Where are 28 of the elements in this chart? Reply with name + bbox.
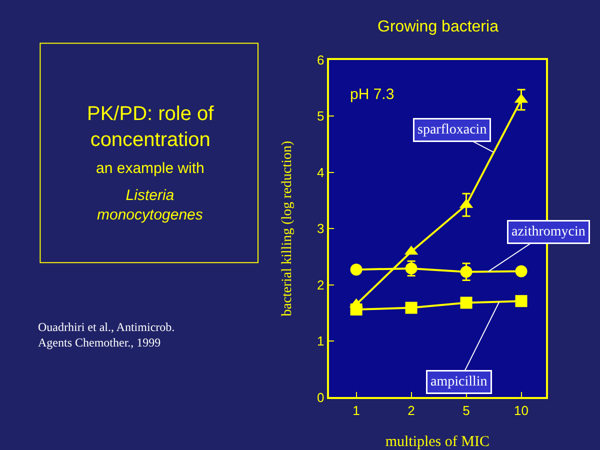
y-tick-label: 3: [316, 221, 324, 236]
x-axis-title: multiples of MIC: [385, 434, 490, 450]
point: [460, 296, 472, 309]
annotation: pH 7.3: [350, 86, 394, 103]
point: [460, 266, 472, 278]
x-tick-label: 2: [408, 402, 415, 418]
y-tick-label: 2: [316, 277, 324, 292]
text: PK/PD: role of concentration: [87, 103, 214, 151]
text: an example with: [96, 160, 204, 177]
point: [515, 295, 528, 308]
text: ampicillin: [430, 374, 488, 390]
text: Ouadrhiri et al., Antimicrob. Agents Chemother., 1999: [38, 320, 175, 350]
point: [515, 265, 528, 278]
chart-title: Growing bacteria: [378, 18, 499, 36]
point: [350, 264, 362, 276]
y-tick-label: 6: [316, 52, 324, 68]
x-tick-label: 5: [462, 402, 470, 418]
y-tick-label: 1: [316, 334, 324, 349]
text: Listeria monocytogenes: [97, 187, 204, 224]
y-tick-label: 4: [316, 164, 324, 180]
y-tick-label: 5: [316, 108, 324, 124]
point: [405, 302, 418, 314]
x-tick-label: 10: [514, 402, 528, 418]
series-label: azithromycin: [512, 224, 586, 240]
y-tick-label: 0: [316, 390, 324, 405]
series-label: sparfloxacin: [418, 122, 487, 138]
y-axis-title: bacterial killing (log reduction): [280, 140, 296, 316]
x-tick-label: 1: [352, 402, 360, 418]
